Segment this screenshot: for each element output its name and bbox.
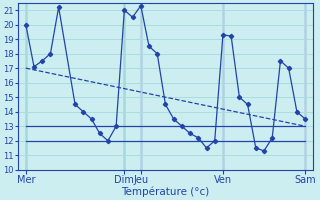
X-axis label: Température (°c): Température (°c) <box>121 187 210 197</box>
